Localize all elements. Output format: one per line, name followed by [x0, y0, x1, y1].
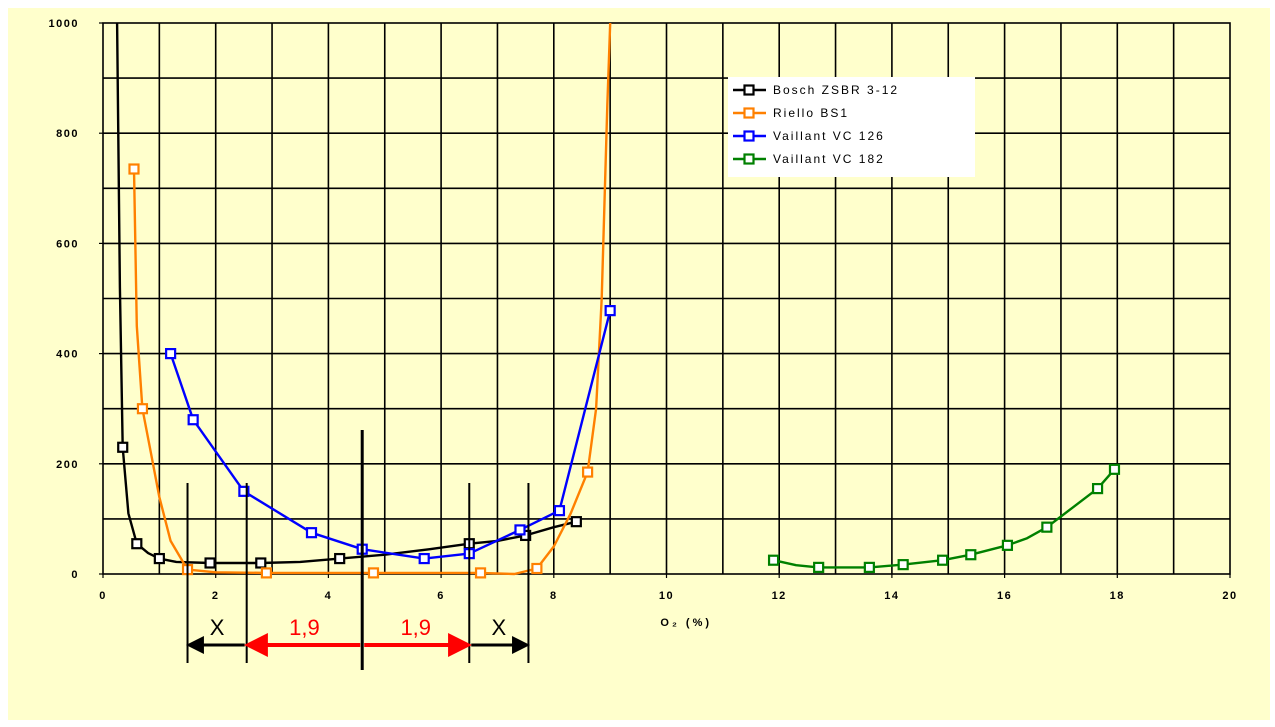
legend-swatch-marker [743, 84, 755, 96]
y-tick-label: 400 [56, 349, 79, 361]
data-point-marker [553, 505, 566, 517]
x-tick-label: 0 [99, 590, 107, 602]
x-axis-label: O₂ (%) [660, 617, 712, 629]
x-tick-label: 10 [659, 590, 674, 602]
data-point-marker [187, 414, 199, 426]
x-tick-label: 16 [997, 590, 1012, 602]
data-point-marker [238, 485, 250, 497]
data-point-marker [937, 554, 949, 566]
data-point-marker [582, 466, 594, 478]
x-tick-label: 20 [1222, 590, 1237, 602]
data-point-marker [813, 561, 825, 573]
series-line [132, 22, 612, 576]
data-point-marker [1001, 539, 1014, 551]
series-2 [165, 305, 616, 565]
data-point-marker [570, 516, 582, 528]
y-tick-label: 200 [56, 459, 79, 471]
annotation-label: 1,9 [289, 615, 320, 640]
data-point-marker [767, 554, 780, 566]
data-point-marker [1108, 463, 1121, 475]
y-tick-label: 1000 [49, 18, 79, 30]
x-tick-label: 2 [212, 590, 220, 602]
data-point-marker [334, 552, 346, 565]
data-point-marker [1091, 482, 1104, 495]
data-point-marker [604, 305, 616, 317]
data-point-marker [367, 567, 380, 579]
data-point-marker [255, 557, 267, 569]
legend-swatch-marker [743, 107, 755, 119]
data-point-marker [897, 559, 909, 571]
legend-entry-3: Vaillant VC 182 [733, 152, 885, 166]
series-line [169, 310, 612, 560]
legend-box [728, 77, 975, 177]
data-point-marker [260, 567, 273, 579]
data-point-marker [128, 163, 140, 175]
data-point-marker [863, 561, 875, 573]
legend-swatch-marker [743, 130, 755, 142]
legend-entry-2: Vaillant VC 126 [733, 129, 885, 143]
y-tick-label: 800 [56, 128, 79, 140]
annotation-label: 1,9 [400, 615, 431, 640]
annotation-label: X [210, 615, 225, 640]
data-point-marker [153, 552, 165, 565]
x-tick-label: 4 [325, 590, 333, 602]
data-point-marker [204, 557, 216, 569]
legend-label: Bosch ZSBR 3-12 [773, 83, 899, 97]
annotation-label: X [492, 615, 507, 640]
legend-label: Riello BS1 [773, 106, 849, 120]
series-3 [767, 463, 1121, 573]
data-point-marker [514, 524, 526, 536]
data-point-marker [136, 403, 149, 415]
x-tick-label: 12 [772, 590, 787, 602]
data-point-marker [474, 567, 487, 579]
chart-background [8, 8, 1270, 720]
legend-label: Vaillant VC 182 [773, 152, 885, 166]
data-point-marker [305, 527, 318, 539]
y-tick-label: 600 [56, 238, 79, 250]
x-tick-label: 8 [550, 590, 558, 602]
data-point-marker [1041, 521, 1053, 533]
data-point-marker [165, 348, 177, 360]
legend-label: Vaillant VC 126 [773, 129, 885, 143]
data-point-marker [131, 538, 143, 550]
y-tick-label: 0 [71, 569, 79, 581]
data-point-marker [418, 552, 430, 565]
x-tick-label: 14 [884, 590, 899, 602]
legend-entry-0: Bosch ZSBR 3-12 [733, 83, 899, 97]
x-tick-label: 6 [437, 590, 445, 602]
legend-swatch-marker [743, 153, 755, 165]
data-point-marker [117, 441, 129, 453]
data-point-marker [531, 562, 543, 575]
x-tick-label: 18 [1110, 590, 1125, 602]
legend-entry-1: Riello BS1 [733, 106, 849, 120]
data-point-marker [965, 549, 977, 561]
